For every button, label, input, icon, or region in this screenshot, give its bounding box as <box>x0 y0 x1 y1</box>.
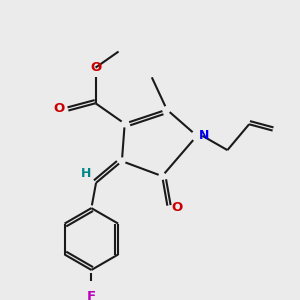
Text: H: H <box>81 167 91 180</box>
Text: O: O <box>171 201 182 214</box>
Text: O: O <box>91 61 102 74</box>
Text: O: O <box>53 102 64 115</box>
Text: N: N <box>199 129 209 142</box>
Text: F: F <box>87 290 96 300</box>
